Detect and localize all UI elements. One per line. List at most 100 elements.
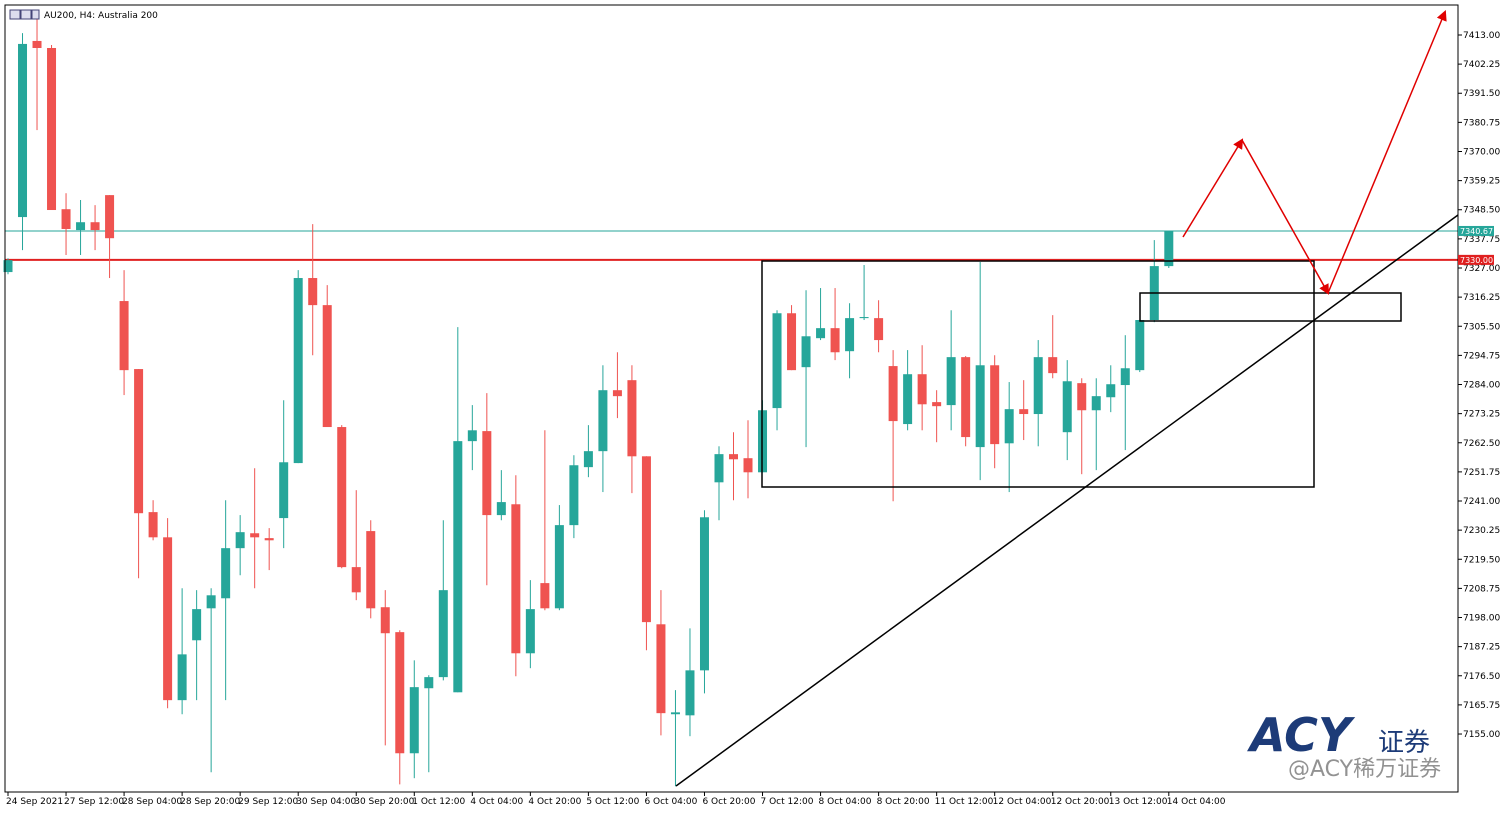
- candle-body: [627, 380, 637, 457]
- candle-body: [250, 533, 260, 538]
- y-tick-label: 7241.00: [1463, 497, 1500, 507]
- candle-body: [134, 369, 144, 514]
- candle-body: [76, 222, 86, 231]
- candle-body: [1135, 320, 1145, 371]
- candle-body: [525, 609, 535, 654]
- candle-body: [540, 583, 550, 609]
- candle-body: [395, 632, 405, 754]
- candle-body: [293, 278, 303, 464]
- candle-body: [554, 525, 564, 609]
- price-label-box: [1458, 254, 1494, 265]
- candle-body: [772, 313, 782, 409]
- x-tick-label: 12 Oct 04:00: [993, 797, 1052, 807]
- trendline: [675, 214, 1459, 787]
- y-tick-label: 7251.75: [1463, 468, 1500, 478]
- y-tick-label: 7187.25: [1463, 643, 1500, 653]
- x-tick-label: 24 Sep 2021: [6, 797, 63, 807]
- x-tick-label: 8 Oct 20:00: [877, 797, 930, 807]
- projection-arrow: [1182, 138, 1244, 238]
- y-tick-label: 7155.00: [1463, 730, 1500, 740]
- candle-body: [917, 374, 927, 405]
- y-tick-label: 7230.25: [1463, 526, 1500, 536]
- x-tick-label: 8 Oct 04:00: [819, 797, 872, 807]
- candle-body: [105, 195, 115, 239]
- candle-body: [482, 431, 492, 516]
- x-tick-label: 28 Sep 20:00: [180, 797, 240, 807]
- candle-body: [148, 512, 158, 538]
- y-tick-label: 7327.00: [1463, 264, 1500, 274]
- x-tick-label: 5 Oct 12:00: [586, 797, 639, 807]
- candle-body: [1106, 384, 1116, 398]
- watermark-logo-sub: 证券: [1378, 728, 1430, 758]
- y-tick-label: 7413.00: [1463, 31, 1500, 41]
- candle-body: [641, 456, 651, 623]
- candle-body: [816, 328, 826, 339]
- price-label: 7340.67: [1460, 227, 1493, 236]
- candle-body: [714, 454, 724, 483]
- candle-body: [380, 607, 390, 634]
- candle-body: [221, 548, 231, 599]
- candle-body: [932, 402, 942, 407]
- candle-body: [888, 366, 898, 422]
- y-tick-label: 7348.50: [1463, 206, 1500, 216]
- y-tick-label: 7391.50: [1463, 89, 1500, 99]
- candle-body: [699, 517, 709, 671]
- candle-body: [206, 595, 216, 609]
- candle-body: [1048, 357, 1058, 374]
- candle-body: [685, 670, 695, 716]
- y-tick-label: 7176.50: [1463, 672, 1500, 682]
- candle-body: [366, 531, 376, 609]
- candle-body: [1004, 409, 1014, 444]
- candle-body: [322, 305, 332, 428]
- candle-body: [308, 278, 318, 306]
- candle-body: [569, 465, 579, 526]
- retest-box: [1139, 292, 1402, 322]
- candle-body: [801, 336, 811, 368]
- range-box: [761, 260, 1315, 488]
- y-tick-label: 7198.00: [1463, 614, 1500, 624]
- x-tick-label: 1 Oct 12:00: [412, 797, 465, 807]
- candle-body: [409, 687, 419, 754]
- candle-body: [583, 451, 593, 468]
- y-tick-label: 7380.75: [1463, 118, 1500, 128]
- candle-body: [975, 365, 985, 448]
- candle-body: [1077, 383, 1087, 411]
- y-tick-label: 7273.25: [1463, 410, 1500, 420]
- candle-body: [1033, 357, 1043, 415]
- candle-body: [670, 712, 680, 715]
- candle-body: [438, 590, 448, 678]
- candle-body: [1091, 396, 1101, 411]
- candle-body: [946, 357, 956, 406]
- candle-body: [61, 209, 71, 229]
- candle-body: [612, 390, 622, 397]
- plot-area: [3, 14, 1458, 787]
- candle-body: [903, 374, 913, 425]
- candle-body: [32, 40, 42, 48]
- candle-body: [351, 567, 361, 593]
- chart-icon: [9, 9, 40, 20]
- candle-body: [743, 458, 753, 473]
- candle-body: [163, 537, 173, 701]
- candle-body: [830, 328, 840, 353]
- plot-frame: [4, 4, 1459, 793]
- x-tick-label: 13 Oct 12:00: [1109, 797, 1168, 807]
- candle-body: [874, 318, 884, 341]
- x-tick-label: 4 Oct 20:00: [528, 797, 581, 807]
- candle-body: [598, 390, 608, 452]
- x-tick-label: 6 Oct 20:00: [702, 797, 755, 807]
- candle-body: [18, 43, 28, 218]
- x-tick-label: 6 Oct 04:00: [644, 797, 697, 807]
- y-tick-label: 7165.75: [1463, 701, 1500, 711]
- candle-body: [1120, 368, 1130, 386]
- candle-body: [453, 441, 463, 693]
- x-tick-label: 30 Sep 04:00: [296, 797, 356, 807]
- candle-body: [511, 504, 521, 654]
- candle-body: [337, 427, 347, 568]
- watermark-logo: ACY: [1247, 708, 1356, 762]
- x-tick-label: 30 Sep 20:00: [354, 797, 414, 807]
- y-tick-label: 7337.75: [1463, 235, 1500, 245]
- candle-body: [961, 357, 971, 438]
- candle-body: [656, 624, 666, 714]
